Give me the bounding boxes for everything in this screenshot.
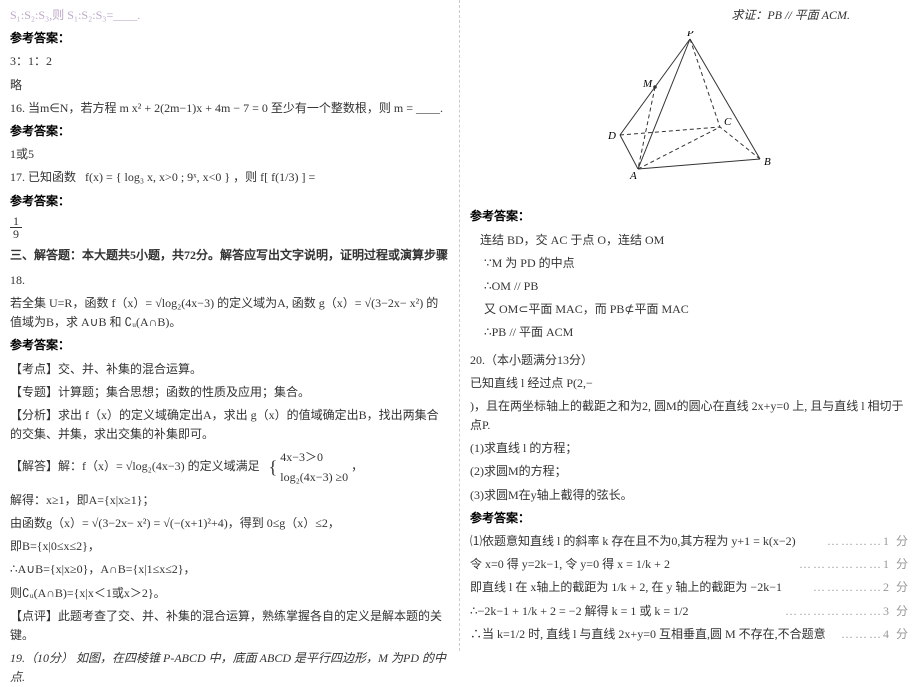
b-line: 即B={x|0≤x≤2}， <box>10 537 449 556</box>
section-3-header: 三、解答题：本大题共5小题，共72分。解答应写出文字说明，证明过程或演算步骤 <box>10 246 449 265</box>
sol20-l1: ⑴依题意知直线 l 的斜率 k 存在且不为0,其方程为 y+1 = k(x−2)… <box>470 532 910 551</box>
cond2: log₂(4x−3) ≥0 <box>280 468 348 487</box>
q17-prefix: 17. 已知函数 <box>10 170 76 184</box>
sol20-l3-score: ……………2 分 <box>813 578 910 597</box>
q18-text: 若全集 U=R，函数 f（x）= √log₂(4x−3) 的定义域为A, 函数 … <box>10 294 449 332</box>
sol20-l1-score: …………1 分 <box>827 532 910 551</box>
q17-function: f(x) = { log₃ x, x>0 ; 9ˣ, x<0 } ，则 f[ f… <box>85 170 315 184</box>
q20-q1: (1)求直线 l 的方程； <box>470 439 910 458</box>
exam-sol-prefix: 【解答】解：f（x）= √log₂(4x−3) 的定义域满足 <box>10 459 260 473</box>
aub-line: ∴A∪B={x|x≥0}，A∩B={x|1≤x≤2}， <box>10 560 449 579</box>
exam-analysis: 【分析】求出 f（x）的定义域确定出A，求出 g（x）的值域确定出B，找出两集合… <box>10 406 449 444</box>
answer-label-17: 参考答案： <box>10 192 449 211</box>
answer-label-19: 参考答案： <box>470 207 910 226</box>
g-line: 由函数g（x）= √(3−2x− x²) = √(−(x+1)²+4)，得到 0… <box>10 514 449 533</box>
sol20-l5: ∴当 k=1/2 时, 直线 l 与直线 2x+y=0 互相垂直,圆 M 不存在… <box>470 625 910 644</box>
q20-q3: (3)求圆M在y轴上截得的弦长。 <box>470 486 910 505</box>
q20-l2: )，且在两坐标轴上的截距之和为2, 圆M的圆心在直线 2x+y=0 上, 且与直… <box>470 397 910 435</box>
q20-l1: 已知直线 l 经过点 P(2,− <box>470 374 910 393</box>
exam-solution-line: 【解答】解：f（x）= √log₂(4x−3) 的定义域满足 { 4x−3＞0 … <box>10 448 449 486</box>
q19-prove: 求证：PB // 平面 ACM. <box>470 6 910 25</box>
answer-label-20: 参考答案： <box>470 509 910 528</box>
proof-l5: ∴PB // 平面 ACM <box>484 323 910 342</box>
proof-l1: 连结 BD，交 AC 于点 O，连结 OM <box>480 231 910 250</box>
sol20-l3: 即直线 l 在 x轴上的截距为 1/k + 2, 在 y 轴上的截距为 −2k−… <box>470 578 910 597</box>
svg-text:B: B <box>764 156 771 168</box>
svg-text:C: C <box>724 116 732 128</box>
q15-faint-header: S₁:S₂:S₃,则 S₁:S₂:S₃=____. <box>10 6 449 25</box>
sol20-l2: 令 x=0 得 y=2k−1, 令 y=0 得 x = 1/k + 2 …………… <box>470 555 910 574</box>
q19-text: 19.（10分） 如图，在四棱锥 P-ABCD 中，底面 ABCD 是平行四边形… <box>10 649 449 687</box>
q15-brief: 略 <box>10 76 449 95</box>
left-column: S₁:S₂:S₃,则 S₁:S₂:S₃=____. 参考答案： 3：1：2 略 … <box>0 0 460 651</box>
proof-l4: 又 OM⊂平面 MAC，而 PB⊄平面 MAC <box>484 300 910 319</box>
pyramid-figure: P A B C D M <box>470 31 910 197</box>
sol20-l4-text: ∴−2k−1 + 1/k + 2 = −2 解得 k = 1 或 k = 1/2 <box>470 602 688 621</box>
solve-line: 解得：x≥1，即A={x|x≥1}； <box>10 491 449 510</box>
proof-l2: ∵M 为 PD 的中点 <box>484 254 910 273</box>
svg-text:P: P <box>686 31 694 39</box>
frac-top: 1 <box>10 215 22 228</box>
sol20-l2-text: 令 x=0 得 y=2k−1, 令 y=0 得 x = 1/k + 2 <box>470 555 670 574</box>
sol20-l4-score: …………………3 分 <box>785 602 910 621</box>
answer-label-18: 参考答案： <box>10 336 449 355</box>
svg-text:A: A <box>629 170 637 182</box>
pyramid-svg: P A B C D M <box>600 31 780 191</box>
svg-text:M: M <box>642 78 653 90</box>
sol20-l3-text: 即直线 l 在 x轴上的截距为 1/k + 2, 在 y 轴上的截距为 −2k−… <box>470 578 782 597</box>
sol20-l1-text: ⑴依题意知直线 l 的斜率 k 存在且不为0,其方程为 y+1 = k(x−2) <box>470 532 796 551</box>
svg-text:D: D <box>607 130 616 142</box>
answer-label-15: 参考答案： <box>10 29 449 48</box>
sol20-l5-text: ∴当 k=1/2 时, 直线 l 与直线 2x+y=0 互相垂直,圆 M 不存在… <box>470 625 826 644</box>
comp-line: 则∁ᵤ(A∩B)={x|x＜1或x＞2}。 <box>10 584 449 603</box>
q17-line: 17. 已知函数 f(x) = { log₃ x, x>0 ; 9ˣ, x<0 … <box>10 168 449 187</box>
proof-l3: ∴OM // PB <box>484 277 910 296</box>
sol20-l5-score: ………4 分 <box>841 625 910 644</box>
q15-answer: 3：1：2 <box>10 52 449 71</box>
cond1: 4x−3＞0 <box>280 448 348 467</box>
frac-bot: 9 <box>10 228 22 240</box>
sol20-l4: ∴−2k−1 + 1/k + 2 = −2 解得 k = 1 或 k = 1/2… <box>470 602 910 621</box>
q18-num: 18. <box>10 271 449 290</box>
exam-topic: 【专题】计算题；集合思想；函数的性质及应用；集合。 <box>10 383 449 402</box>
right-column: 求证：PB // 平面 ACM. P A B C D M 参考答案： 连结 BD，交 AC… <box>460 0 920 651</box>
q16-answer: 1或5 <box>10 145 449 164</box>
q16-text: 16. 当m∈N，若方程 m x² + 2(2m−1)x + 4m − 7 = … <box>10 99 449 118</box>
exam-point: 【考点】交、并、补集的混合运算。 <box>10 360 449 379</box>
q17-answer-frac: 1 9 <box>10 215 449 240</box>
answer-label-16: 参考答案： <box>10 122 449 141</box>
sol20-l2-score: ………………1 分 <box>799 555 910 574</box>
q20-q2: (2)求圆M的方程； <box>470 462 910 481</box>
exam-review: 【点评】此题考查了交、并、补集的混合运算，熟练掌握各自的定义是解本题的关键。 <box>10 607 449 645</box>
q20-head: 20.（本小题满分13分） <box>470 351 910 370</box>
